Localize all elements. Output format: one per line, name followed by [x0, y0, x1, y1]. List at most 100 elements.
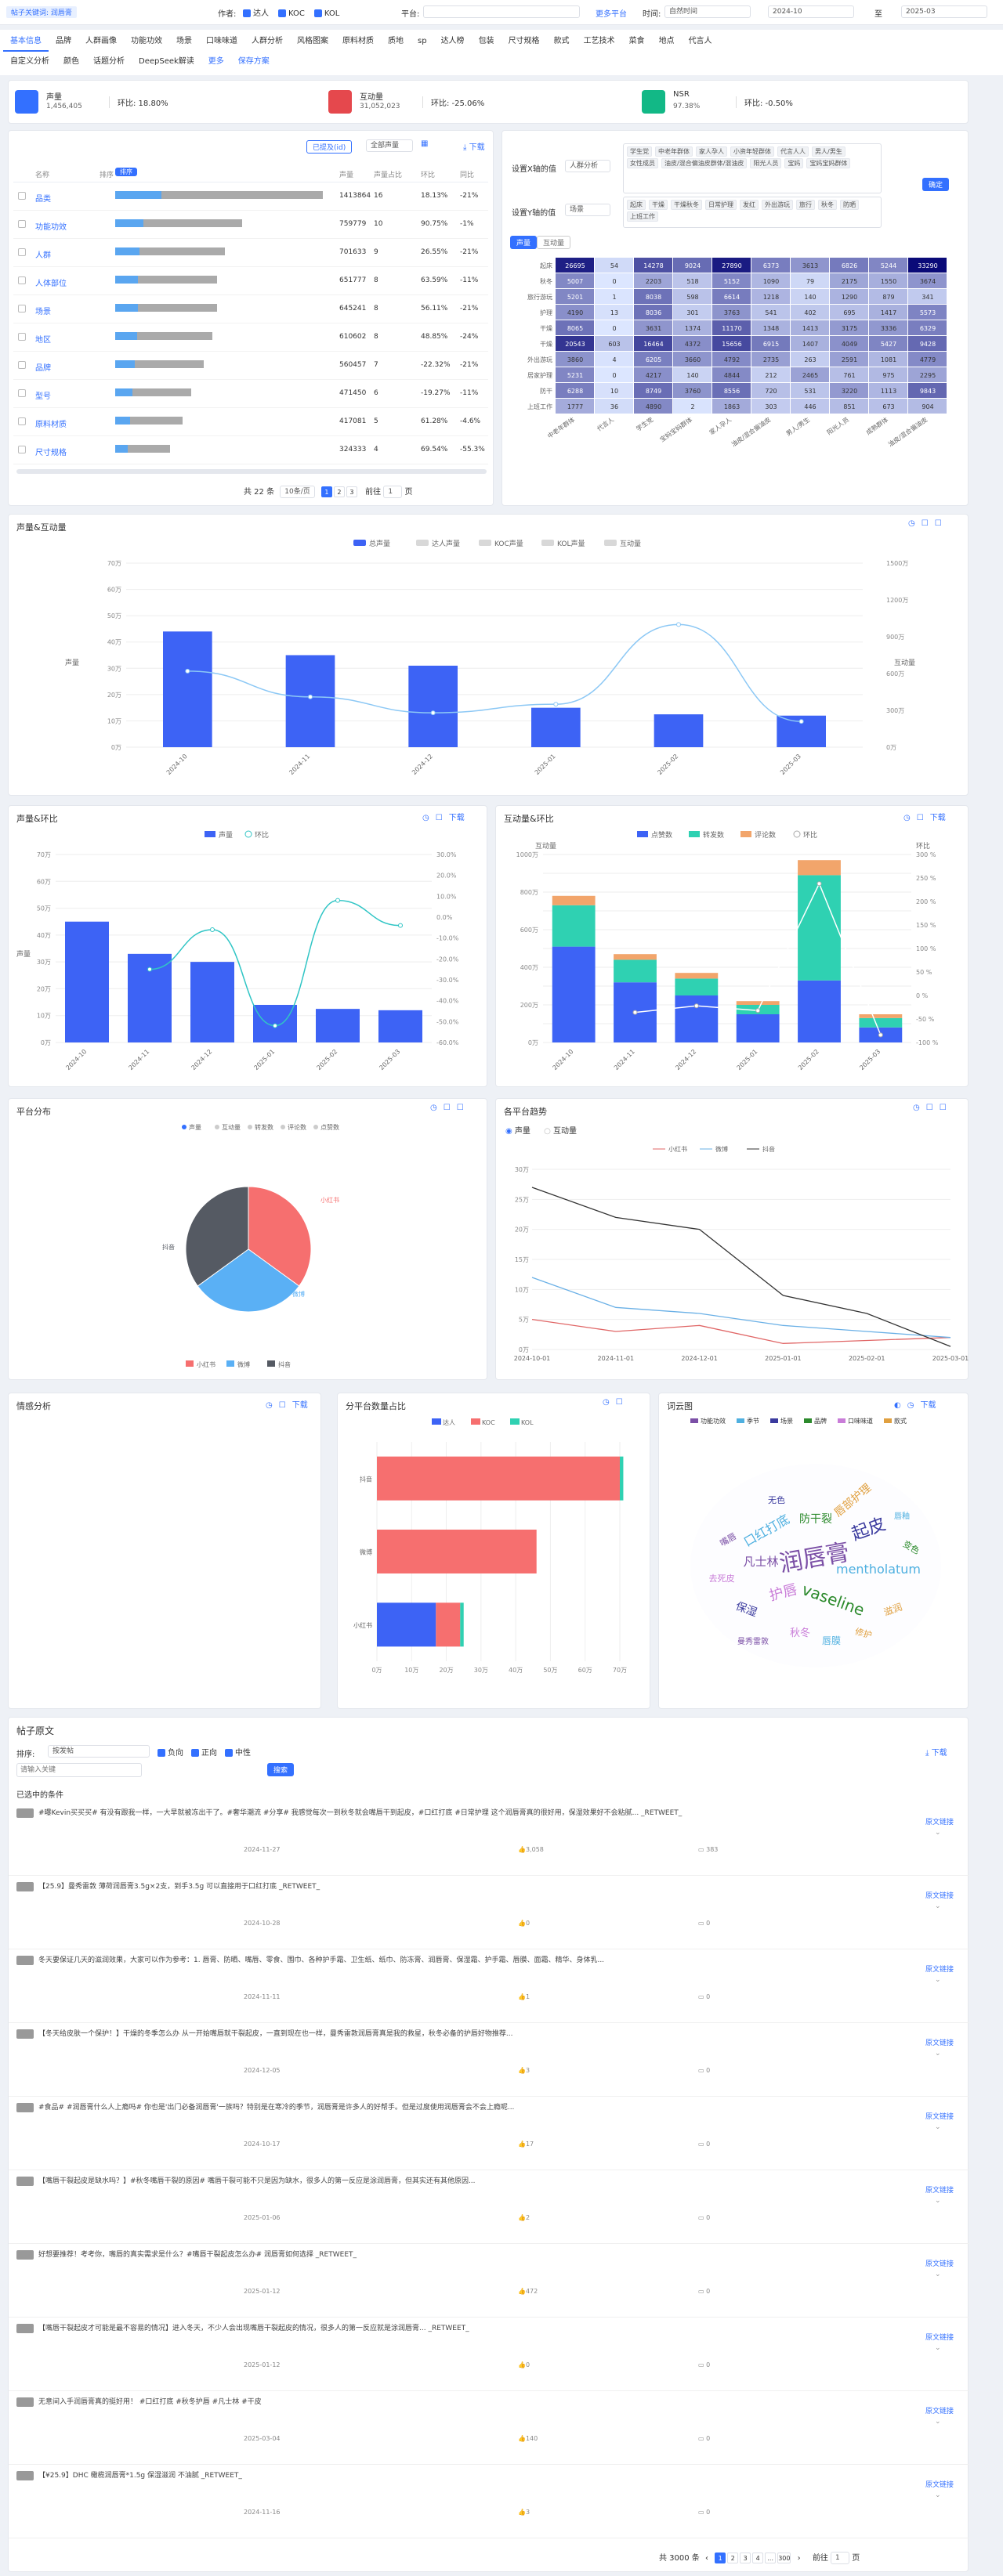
legend-item[interactable]: KOC: [471, 1418, 495, 1426]
point-interaction[interactable]: [553, 702, 559, 707]
bar-influencer[interactable]: [377, 1602, 436, 1647]
checkbox-icon[interactable]: ☐: [435, 814, 443, 822]
heat-cell[interactable]: [595, 320, 633, 335]
bar-kol[interactable]: [620, 1456, 624, 1501]
bar-total-volume[interactable]: [285, 655, 335, 748]
tab-2[interactable]: 人群画像: [85, 37, 117, 45]
page-3[interactable]: 4: [752, 2553, 764, 2563]
heat-cell[interactable]: [595, 289, 633, 304]
tab-6[interactable]: 人群分析: [252, 37, 283, 45]
heat-cell[interactable]: [595, 367, 633, 382]
sentiment-filter-0[interactable]: 负向: [158, 1749, 183, 1758]
heat-cell[interactable]: [556, 258, 594, 273]
heat-cell[interactable]: [830, 305, 868, 320]
heat-cell[interactable]: [869, 367, 907, 382]
x-tag[interactable]: 男人/男生: [812, 146, 845, 157]
posts-search-input[interactable]: [16, 1763, 142, 1777]
heat-cell[interactable]: [712, 367, 751, 382]
heat-cell[interactable]: [673, 320, 712, 335]
download-link[interactable]: 下载: [920, 1401, 936, 1410]
heat-cell[interactable]: [751, 258, 790, 273]
heat-cell[interactable]: [751, 399, 790, 414]
trend-line-2[interactable]: [531, 1187, 951, 1347]
heat-cell[interactable]: [712, 258, 751, 273]
heat-cell[interactable]: [673, 305, 712, 320]
heat-cell[interactable]: [869, 289, 907, 304]
page-0[interactable]: 1: [715, 2553, 726, 2563]
origin-link[interactable]: 原文链接: [925, 2481, 954, 2489]
point-interaction[interactable]: [185, 668, 190, 674]
legend-item[interactable]: KOL: [510, 1418, 534, 1426]
y-tag[interactable]: 上班工作: [627, 211, 658, 222]
heat-cell[interactable]: [595, 352, 633, 367]
bar-reposts[interactable]: [859, 1017, 903, 1028]
more-icon[interactable]: ☐: [934, 519, 942, 528]
cloud-word[interactable]: 修护: [854, 1626, 874, 1641]
bar-kol[interactable]: [460, 1602, 464, 1647]
legend-item[interactable]: 环比: [793, 830, 817, 840]
cloud-word[interactable]: 秋冬: [790, 1627, 810, 1639]
point-mom[interactable]: [273, 1023, 277, 1028]
clock-icon[interactable]: ◷: [266, 1401, 273, 1410]
legend-top-item[interactable]: 点赞数: [313, 1123, 339, 1131]
checkbox-icon[interactable]: [191, 1749, 199, 1757]
author-type-checkboxes[interactable]: 达人 KOC KOL: [243, 6, 349, 18]
platform-select[interactable]: [423, 5, 580, 18]
tab-16[interactable]: 菜食: [628, 37, 645, 45]
tab-5[interactable]: 口味味道: [206, 37, 237, 45]
legend-item[interactable]: 声量: [205, 830, 233, 840]
heat-cell[interactable]: [830, 399, 868, 414]
row-name[interactable]: 场景: [35, 308, 51, 316]
row-checkbox[interactable]: [18, 220, 26, 228]
origin-link[interactable]: 原文链接: [925, 2408, 954, 2415]
bar-likes[interactable]: [736, 1014, 780, 1042]
heat-cell[interactable]: [791, 336, 829, 351]
heat-cell[interactable]: [634, 258, 672, 273]
legend-item[interactable]: 口味味道: [838, 1418, 873, 1425]
heat-cell[interactable]: [830, 258, 868, 273]
posts-search-button[interactable]: 搜索: [267, 1763, 295, 1776]
horizontal-scrollbar[interactable]: [16, 469, 487, 474]
heat-cell[interactable]: [634, 305, 672, 320]
y-tag[interactable]: 旅行: [796, 200, 815, 210]
expand-icon[interactable]: ⌄: [935, 2271, 941, 2278]
row-checkbox[interactable]: [18, 333, 26, 341]
heat-cell[interactable]: [791, 305, 829, 320]
download-link[interactable]: 下载: [448, 814, 465, 822]
heat-cell[interactable]: [673, 367, 712, 382]
x-tag[interactable]: 中老年群体: [655, 146, 693, 157]
heat-cell[interactable]: [869, 258, 907, 273]
volume-select[interactable]: 全部声量: [366, 139, 413, 152]
row-checkbox[interactable]: [18, 389, 26, 397]
tab-4[interactable]: 场景: [176, 37, 192, 45]
bar-volume[interactable]: [378, 1010, 422, 1042]
row-checkbox[interactable]: [18, 361, 26, 369]
legend-item[interactable]: 小红书: [653, 1145, 687, 1153]
point-interaction[interactable]: [308, 694, 313, 699]
prev-page-icon[interactable]: ‹: [705, 2554, 708, 2563]
origin-link[interactable]: 原文链接: [925, 1966, 954, 1974]
clock-icon[interactable]: ◷: [603, 1398, 610, 1407]
trend-line-1[interactable]: [531, 1277, 951, 1339]
bar-reposts[interactable]: [675, 978, 719, 995]
heat-cell[interactable]: [791, 289, 829, 304]
legend-item[interactable]: 评论数: [740, 830, 776, 840]
rank-download[interactable]: ⤓ 下载: [463, 140, 485, 152]
legend-item[interactable]: 转发数: [689, 830, 724, 840]
author-type-0[interactable]: 达人: [243, 9, 269, 18]
heat-cell[interactable]: [595, 336, 633, 351]
heat-cell[interactable]: [712, 289, 751, 304]
clock-icon[interactable]: ◷: [913, 1104, 920, 1112]
legend-item[interactable]: 环比: [244, 830, 269, 840]
bar-comments[interactable]: [552, 895, 596, 905]
heat-cell[interactable]: [791, 273, 829, 288]
legend-top-item[interactable]: 评论数: [281, 1123, 306, 1131]
author-type-2[interactable]: KOL: [313, 9, 339, 18]
x-tag[interactable]: 油皮/混合偏油皮群体/混油皮: [661, 158, 748, 168]
expand-icon[interactable]: ⌄: [935, 1902, 941, 1910]
per-page-select[interactable]: 10条/页: [280, 486, 315, 498]
point-mom[interactable]: [693, 1003, 699, 1009]
heat-cell[interactable]: [869, 336, 907, 351]
page-3[interactable]: 3: [346, 486, 357, 497]
heat-cell[interactable]: [869, 383, 907, 398]
